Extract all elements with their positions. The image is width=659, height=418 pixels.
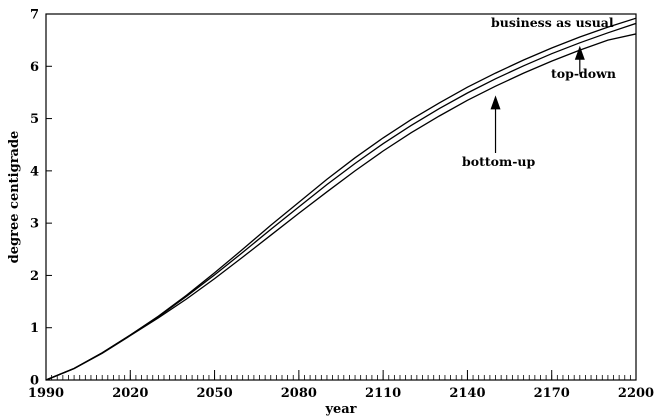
y-axis-label: degree centigrade [7, 131, 22, 264]
x-tick-label: 1990 [28, 386, 64, 401]
y-tick-label: 6 [30, 60, 39, 75]
x-tick-label: 2170 [534, 386, 570, 401]
annotation-arrow-head [574, 45, 585, 60]
y-tick-label: 2 [30, 269, 39, 284]
x-axis-label: year [324, 402, 356, 417]
annotation-business-as-usual: business as usual [491, 15, 614, 30]
x-minor-ticks [45, 375, 637, 380]
series-lines [45, 17, 637, 381]
plot-frame [45, 13, 637, 381]
y-tick-label: 0 [30, 374, 39, 389]
x-tick-label: 2050 [196, 386, 232, 401]
x-tick-label: 2110 [365, 386, 401, 401]
y-tick-label: 4 [30, 164, 39, 179]
annotation-arrow-head [490, 95, 501, 110]
x-tick-label: 2140 [449, 386, 485, 401]
annotation-bottom-up: bottom-up [462, 154, 535, 169]
annotations: business as usual top-down bottom-up [462, 15, 616, 169]
x-tick-label: 2080 [281, 386, 317, 401]
y-axis-ticks: 0 1 2 3 4 5 6 7 [30, 8, 52, 389]
x-tick-label: 2020 [112, 386, 148, 401]
x-axis-ticks: 1990 2020 2050 2080 2110 2140 2170 2200 [28, 370, 654, 401]
x-tick-label: 2200 [618, 386, 654, 401]
series-line-business-as-usual [45, 17, 637, 381]
series-line-bottom-up [45, 33, 637, 381]
series-line-top-down [45, 22, 637, 381]
annotation-top-down: top-down [551, 66, 616, 81]
y-tick-label: 5 [30, 112, 39, 127]
y-tick-label: 3 [30, 217, 39, 232]
y-tick-label: 1 [30, 321, 39, 336]
y-tick-label: 7 [30, 8, 39, 23]
